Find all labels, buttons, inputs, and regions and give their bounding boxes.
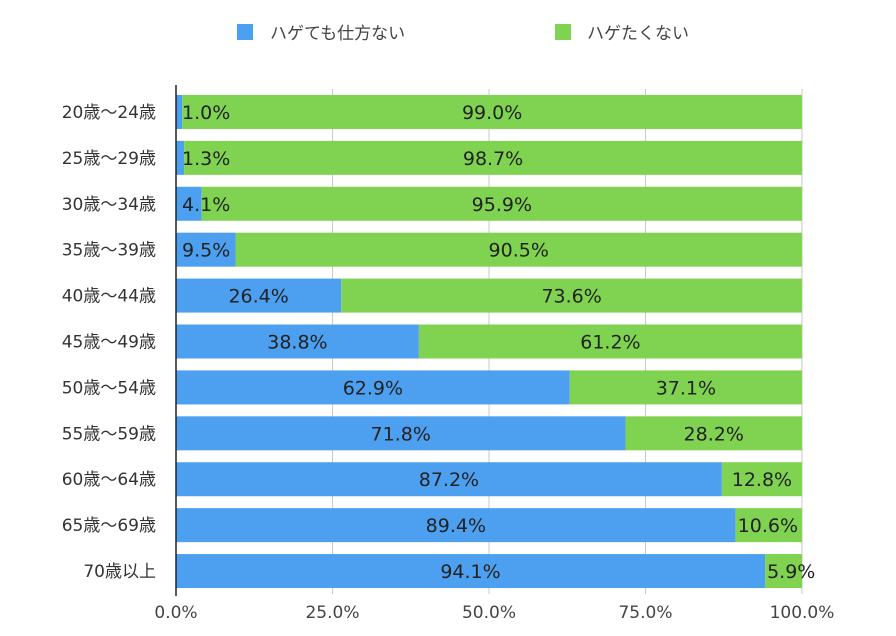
data-label: 26.4% — [228, 286, 288, 308]
x-tick-label: 50.0% — [462, 603, 516, 623]
bar-segment — [176, 324, 419, 359]
bar-segment — [341, 278, 802, 313]
bar-segment — [721, 462, 802, 497]
category-label: 40歳〜44歳 — [62, 287, 156, 307]
data-label: 94.1% — [440, 561, 500, 583]
x-tick-labels: 0.0% 25.0% 50.0% 75.0% 100.0% — [154, 603, 834, 623]
bar-segment — [418, 324, 802, 359]
category-label: 20歳〜24歳 — [62, 103, 156, 123]
bar-segment — [176, 186, 202, 221]
legend-label: ハゲたくない — [587, 24, 689, 44]
category-label: 55歳〜59歳 — [62, 424, 156, 444]
category-label: 30歳〜34歳 — [62, 195, 156, 215]
bar-segment — [569, 370, 802, 405]
legend-label: ハゲても仕方ない — [270, 24, 405, 44]
category-label: 65歳〜69歳 — [62, 516, 156, 536]
bar-segment — [176, 416, 626, 451]
data-label: 37.1% — [656, 377, 716, 399]
data-label: 98.7% — [463, 148, 523, 170]
data-label: 1.3% — [182, 148, 230, 170]
data-label: 87.2% — [419, 469, 479, 491]
data-label: 38.8% — [267, 332, 327, 354]
bar-segment — [176, 278, 342, 313]
x-tick-label: 75.0% — [618, 603, 672, 623]
x-tick-label: 0.0% — [154, 603, 197, 623]
data-label: 5.9% — [767, 561, 815, 583]
data-label: 89.4% — [426, 515, 486, 537]
bar-segment — [176, 370, 570, 405]
data-label: 9.5% — [182, 240, 230, 262]
bar-segment — [176, 140, 185, 175]
legend: ハゲても仕方ない ハゲたくない — [237, 24, 689, 44]
legend-swatch — [555, 24, 571, 40]
category-label: 35歳〜39歳 — [62, 241, 156, 261]
data-label: 71.8% — [371, 423, 431, 445]
bar-segment — [182, 94, 802, 129]
data-label: 12.8% — [732, 469, 792, 491]
legend-swatch — [237, 24, 253, 40]
bar-segment — [201, 186, 802, 221]
category-label: 45歳〜49歳 — [62, 333, 156, 353]
data-labels: 1.0% 99.0% 1.3% 98.7% 4.1% 95.9% 9.5% 90.5% 26.4… — [182, 102, 815, 583]
bar-segment — [176, 462, 722, 497]
data-label: 90.5% — [489, 240, 549, 262]
data-label: 62.9% — [343, 377, 403, 399]
bar-segment — [625, 416, 802, 451]
data-label: 10.6% — [738, 515, 798, 537]
data-label: 61.2% — [580, 332, 640, 354]
bar-segment — [176, 232, 236, 267]
bar-segment — [184, 140, 802, 175]
data-label: 95.9% — [472, 194, 532, 216]
data-label: 99.0% — [462, 102, 522, 124]
bar-segment — [765, 554, 802, 589]
category-label: 25歳〜29歳 — [62, 149, 156, 169]
data-label: 4.1% — [182, 194, 230, 216]
bars-layer — [176, 94, 803, 589]
data-label: 28.2% — [684, 423, 744, 445]
data-label: 1.0% — [182, 102, 230, 124]
bar-segment — [235, 232, 803, 267]
x-tick-label: 25.0% — [305, 603, 359, 623]
data-label: 73.6% — [541, 286, 601, 308]
bar-segment — [176, 94, 183, 129]
category-label: 60歳〜64歳 — [62, 470, 156, 490]
category-label: 70歳以上 — [83, 562, 156, 582]
x-tick-label: 100.0% — [770, 603, 835, 623]
category-labels: 20歳〜24歳 25歳〜29歳 30歳〜34歳 35歳〜39歳 40歳〜44歳 45歳〜4… — [62, 103, 156, 582]
category-label: 50歳〜54歳 — [62, 378, 156, 398]
bar-segment — [176, 508, 736, 543]
bar-segment — [735, 508, 802, 543]
bar-segment — [176, 554, 766, 589]
